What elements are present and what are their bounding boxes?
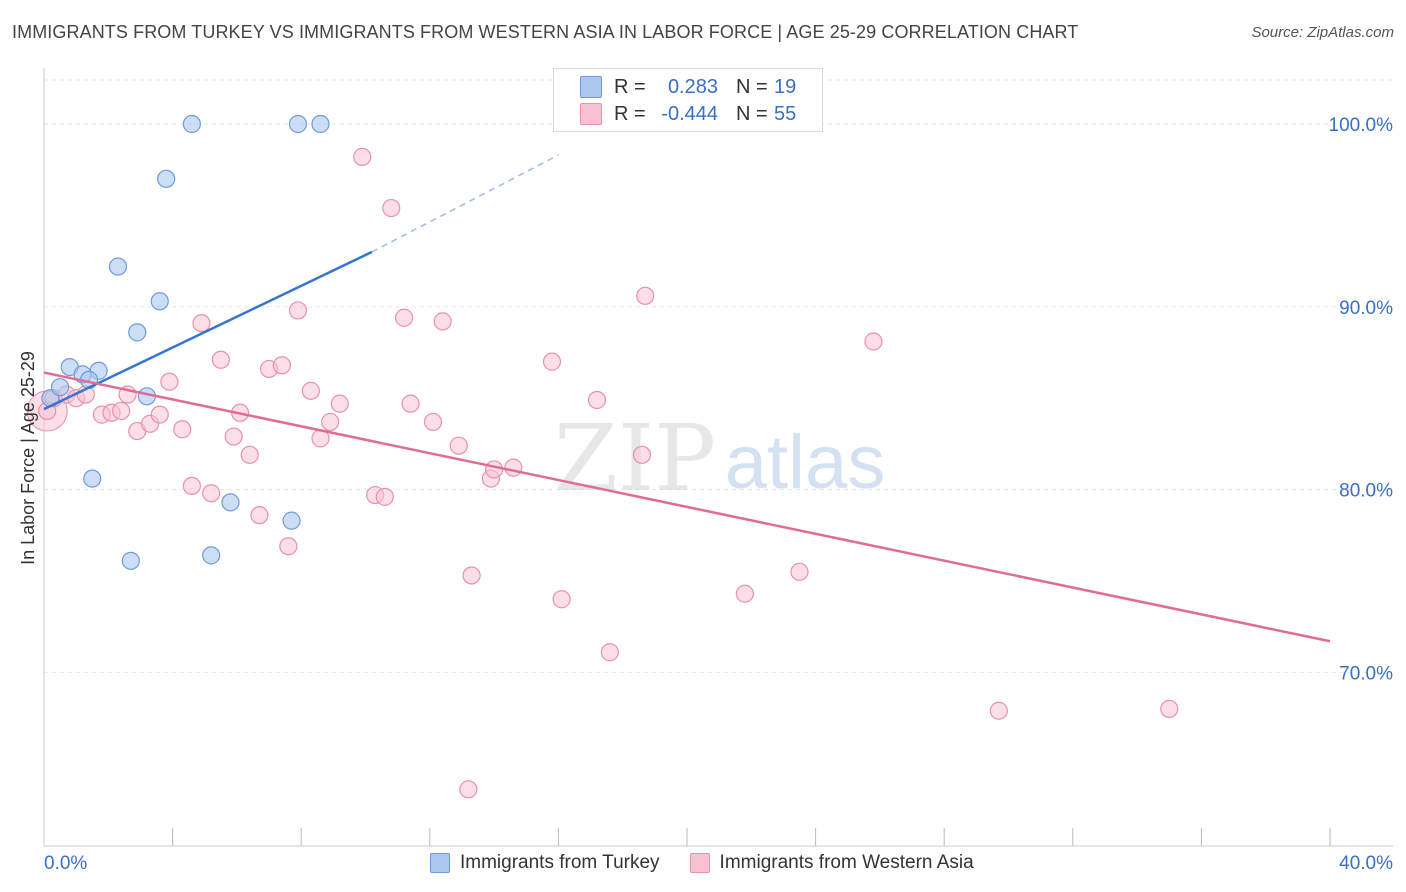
y-tick-label: 80.0% xyxy=(1339,481,1393,502)
legend-item-western-asia: Immigrants from Western Asia xyxy=(689,852,974,874)
data-point xyxy=(112,401,131,421)
stats-n-label-western-asia: N = xyxy=(736,103,768,125)
legend-swatch-western-asia xyxy=(689,853,710,873)
data-point xyxy=(173,420,192,439)
data-point xyxy=(279,537,298,556)
data-point xyxy=(224,427,243,446)
data-point xyxy=(282,511,301,530)
stats-swatch-turkey xyxy=(580,76,602,98)
data-point xyxy=(542,352,562,371)
data-point xyxy=(182,114,201,134)
stats-legend: R = 0.283 N = 19 R = -0.444 N = 55 xyxy=(553,68,823,132)
stats-n-label-turkey: N = xyxy=(736,76,768,98)
legend-item-turkey: Immigrants from Turkey xyxy=(430,852,660,874)
trend-line-turkey xyxy=(43,250,373,411)
y-tick-label: 90.0% xyxy=(1339,298,1393,319)
data-point xyxy=(375,487,394,506)
data-point xyxy=(433,312,452,331)
data-point xyxy=(382,198,401,218)
data-point xyxy=(1160,699,1179,719)
data-point xyxy=(587,390,607,410)
data-point xyxy=(321,412,340,432)
legend-label-western-asia: Immigrants from Western Asia xyxy=(719,852,974,873)
watermark-atlas: atlas xyxy=(725,420,886,505)
data-point xyxy=(632,445,652,464)
stats-swatch-western-asia xyxy=(580,103,602,125)
data-point xyxy=(423,412,443,432)
data-point xyxy=(311,114,330,134)
data-point xyxy=(330,394,349,413)
legend-swatch-turkey xyxy=(430,853,450,873)
data-point xyxy=(202,484,221,503)
x-tick-label: 40.0% xyxy=(1339,853,1393,874)
data-point xyxy=(250,506,269,525)
bottom-legend: Immigrants from Turkey Immigrants from W… xyxy=(430,852,1004,874)
watermark: ZIP atlas xyxy=(554,405,885,512)
data-point xyxy=(504,458,523,477)
series-turkey xyxy=(41,114,330,570)
data-point xyxy=(150,405,169,424)
stats-r-value-western-asia: -0.444 xyxy=(661,103,718,125)
data-point xyxy=(636,286,655,305)
data-point xyxy=(790,562,809,581)
stats-n-value-western-asia: 55 xyxy=(774,103,797,125)
data-point xyxy=(288,114,308,134)
data-point xyxy=(83,469,102,488)
data-point xyxy=(182,476,201,496)
data-point xyxy=(864,332,883,351)
chart-title: IMMIGRANTS FROM TURKEY VS IMMIGRANTS FRO… xyxy=(12,22,1079,42)
data-point xyxy=(211,350,230,369)
data-point xyxy=(552,590,571,609)
y-axis-label: In Labor Force | Age 25-29 xyxy=(18,351,38,565)
data-point xyxy=(394,308,414,327)
data-point xyxy=(272,356,292,375)
data-point xyxy=(192,314,211,333)
trend-line-turkey-extension xyxy=(371,154,559,253)
grid-lines xyxy=(44,79,1393,673)
data-point xyxy=(449,436,468,455)
stats-r-value-turkey: 0.283 xyxy=(667,76,718,98)
data-point xyxy=(221,493,240,512)
y-tick-label: 70.0% xyxy=(1339,663,1393,684)
tick-labels: 70.0% 80.0% 90.0% 100.0% 0.0% 40.0% xyxy=(44,115,1393,874)
x-tick-label: 0.0% xyxy=(44,853,87,874)
data-point xyxy=(128,323,147,342)
data-point xyxy=(401,394,420,413)
data-point xyxy=(301,381,320,400)
data-point xyxy=(108,257,128,276)
data-point xyxy=(600,643,619,662)
stats-n-value-turkey: 19 xyxy=(774,76,797,98)
stats-r-label-western-asia: R = xyxy=(614,103,646,125)
data-point xyxy=(989,701,1008,720)
data-point xyxy=(485,460,504,479)
data-point xyxy=(353,147,372,166)
data-point xyxy=(150,292,169,311)
data-point xyxy=(157,169,176,188)
data-point xyxy=(50,378,70,397)
data-point xyxy=(288,301,308,320)
data-point xyxy=(240,445,259,464)
stats-r-label-turkey: R = xyxy=(614,76,646,98)
series-western-asia xyxy=(26,147,1179,799)
data-point xyxy=(462,566,481,585)
trend-lines xyxy=(43,154,1331,643)
chart-source: Source: ZipAtlas.com xyxy=(1251,24,1394,41)
data-point xyxy=(459,780,478,799)
data-point xyxy=(202,546,221,565)
data-point xyxy=(160,372,179,391)
axes xyxy=(43,68,1393,847)
data-point xyxy=(735,584,754,603)
y-tick-label: 100.0% xyxy=(1329,115,1394,136)
data-point xyxy=(121,551,140,570)
legend-label-turkey: Immigrants from Turkey xyxy=(460,852,660,873)
trend-line-western-asia xyxy=(43,371,1331,643)
